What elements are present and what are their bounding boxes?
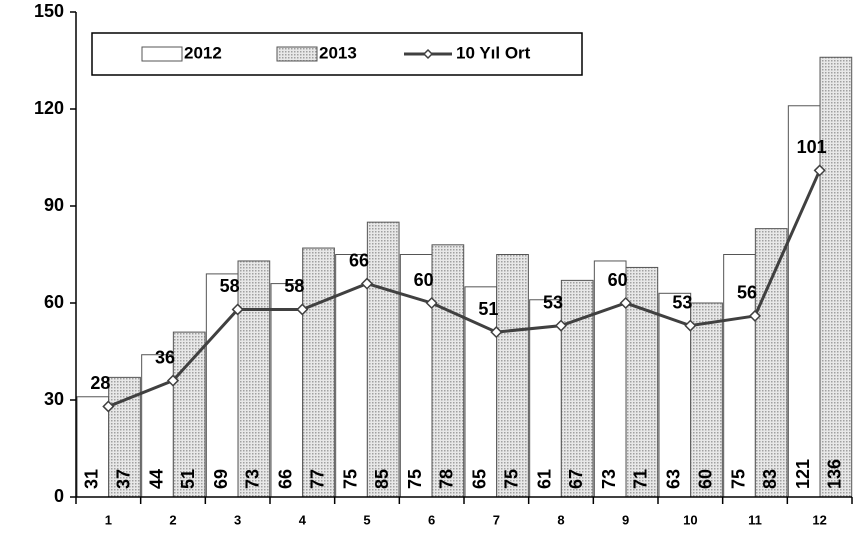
bar: [302, 247, 335, 498]
line-value-label: 60: [608, 270, 628, 290]
bar-value-label: 60: [695, 469, 715, 489]
bar-value-label: 66: [276, 469, 296, 489]
marker: [102, 400, 115, 413]
bar-value-label: 69: [211, 469, 231, 489]
bar: [754, 228, 788, 498]
marker: [813, 164, 826, 177]
y-tick-label: 120: [34, 98, 64, 118]
bar-value-label: 73: [243, 469, 263, 489]
line-value-label: 56: [737, 283, 757, 303]
line-value-label: 28: [90, 373, 110, 393]
marker: [166, 374, 180, 387]
legend-swatch: [276, 46, 318, 62]
bar-value-label: 136: [825, 459, 845, 489]
x-tick-label: 1: [105, 512, 112, 527]
marker: [231, 303, 244, 316]
bar-value-label: 85: [372, 469, 392, 489]
bar-value-label: 71: [631, 469, 651, 489]
bar: [690, 302, 723, 498]
marker: [296, 303, 309, 316]
bar: [270, 283, 304, 498]
marker: [490, 326, 503, 339]
bar-value-label: 75: [405, 469, 425, 489]
legend-label: 2013: [319, 43, 357, 62]
bar: [560, 279, 594, 498]
line-value-label: 66: [349, 250, 369, 270]
y-tick-label: 150: [34, 1, 64, 21]
x-tick-label: 5: [363, 512, 370, 527]
x-tick-label: 10: [683, 512, 697, 527]
bar: [529, 299, 562, 498]
bar: [723, 254, 756, 498]
x-tick-label: 2: [169, 512, 176, 527]
bar: [431, 244, 465, 498]
bar: [464, 286, 498, 498]
line-value-label: 36: [155, 347, 175, 367]
bar: [237, 260, 271, 498]
x-tick-label: 7: [493, 512, 500, 527]
bar-value-label: 61: [534, 469, 554, 489]
x-tick-label: 3: [234, 512, 241, 527]
y-tick-label: 0: [54, 486, 64, 506]
bar: [366, 221, 400, 498]
bar-value-label: 31: [82, 469, 102, 489]
bar-value-label: 65: [470, 469, 490, 489]
legend-label: 2012: [184, 43, 222, 62]
x-tick-label: 12: [812, 512, 826, 527]
marker: [684, 319, 697, 332]
line-value-label: 53: [543, 292, 563, 312]
line-value-label: 51: [478, 299, 498, 319]
bar-value-label: 77: [307, 469, 327, 489]
bar: [625, 266, 659, 498]
line: [107, 169, 822, 408]
bar-value-label: 73: [599, 469, 619, 489]
line-value-label: 58: [220, 276, 240, 296]
x-tick-label: 11: [748, 512, 762, 527]
bar-value-label: 37: [113, 469, 133, 489]
y-tick-label: 30: [44, 389, 64, 409]
bar: [787, 105, 821, 498]
bar: [819, 56, 853, 498]
line-value-label: 58: [284, 276, 304, 296]
bar-value-label: 75: [501, 469, 521, 489]
line-value-label: 101: [797, 137, 827, 157]
marker: [748, 309, 762, 322]
x-tick-label: 9: [622, 512, 629, 527]
x-tick-label: 4: [299, 512, 307, 527]
bar-value-label: 67: [566, 469, 586, 489]
line-value-label: 60: [414, 270, 434, 290]
bar-value-label: 63: [664, 469, 684, 489]
bar: [399, 254, 433, 498]
bar: [658, 292, 692, 498]
marker: [425, 296, 438, 310]
bar-value-label: 51: [178, 469, 198, 489]
bar-value-label: 121: [793, 459, 813, 489]
bar: [496, 254, 529, 498]
bar-value-label: 75: [340, 469, 360, 489]
x-tick-label: 6: [428, 512, 435, 527]
legend-label: 10 Yıl Ort: [456, 43, 531, 62]
bar: [593, 260, 627, 498]
marker: [619, 296, 632, 310]
y-tick-label: 60: [44, 292, 64, 312]
bar-value-label: 83: [760, 469, 780, 489]
y-tick-label: 90: [44, 195, 64, 215]
line-value-label: 53: [672, 292, 692, 312]
bar-value-label: 78: [437, 469, 457, 489]
marker: [360, 277, 374, 290]
marker: [554, 319, 568, 332]
bar-value-label: 75: [728, 469, 748, 489]
bar: [205, 273, 239, 498]
bar-value-label: 44: [146, 469, 166, 489]
x-tick-label: 8: [557, 512, 564, 527]
legend-swatch: [141, 46, 183, 62]
legend-marker: [422, 48, 434, 60]
